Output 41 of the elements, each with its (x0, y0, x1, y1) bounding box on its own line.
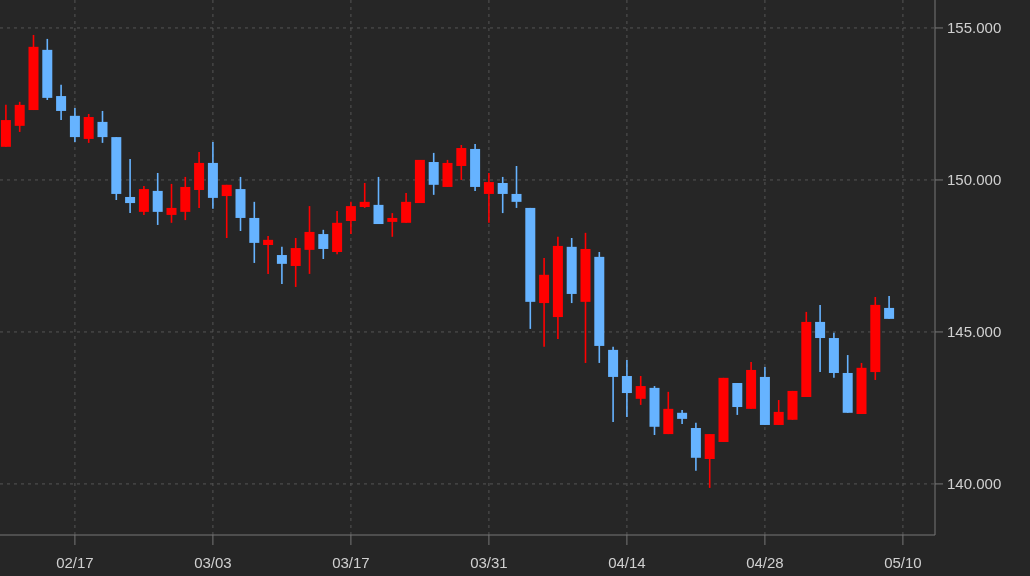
candlestick (138, 185, 149, 216)
y-tick-label: 140.000 (947, 474, 1002, 492)
candlestick (511, 165, 522, 209)
candlestick (166, 183, 177, 224)
candlestick (815, 304, 826, 373)
candlestick (621, 359, 632, 418)
candlestick (125, 158, 136, 214)
candlestick (221, 184, 232, 239)
candlestick (428, 152, 439, 196)
y-tick-label: 155.000 (947, 18, 1002, 36)
candlestick (290, 237, 301, 288)
candlestick (69, 107, 80, 143)
candlestick (97, 110, 108, 144)
candlestick (359, 182, 370, 209)
y-tick-label: 145.000 (947, 322, 1002, 340)
candlestick (456, 144, 467, 181)
x-tick-label: 03/31 (470, 554, 508, 571)
candlestick (373, 176, 384, 225)
candlestick (263, 235, 274, 275)
candlestick (345, 201, 356, 235)
candlestick (276, 246, 287, 285)
candlestick (318, 229, 329, 260)
candlestick (497, 176, 508, 214)
candlestick (387, 212, 398, 238)
candlestick (83, 113, 94, 144)
candlestick (401, 192, 412, 224)
candlestick (56, 84, 67, 121)
candlestick (14, 101, 25, 133)
candlestick (773, 399, 784, 426)
candlestick (635, 375, 646, 406)
candlestick (483, 172, 494, 224)
x-tick-label: 03/03 (194, 554, 232, 571)
x-tick-label: 04/14 (608, 554, 646, 571)
candlestick (304, 205, 315, 275)
x-tick-label: 02/17 (56, 554, 94, 571)
x-tick-label: 03/17 (332, 554, 370, 571)
candlestick (884, 295, 895, 320)
x-tick-label: 04/28 (746, 554, 784, 571)
candlestick (152, 172, 163, 226)
x-tick-label: 05/10 (884, 554, 922, 571)
y-tick-label: 150.000 (947, 170, 1002, 188)
